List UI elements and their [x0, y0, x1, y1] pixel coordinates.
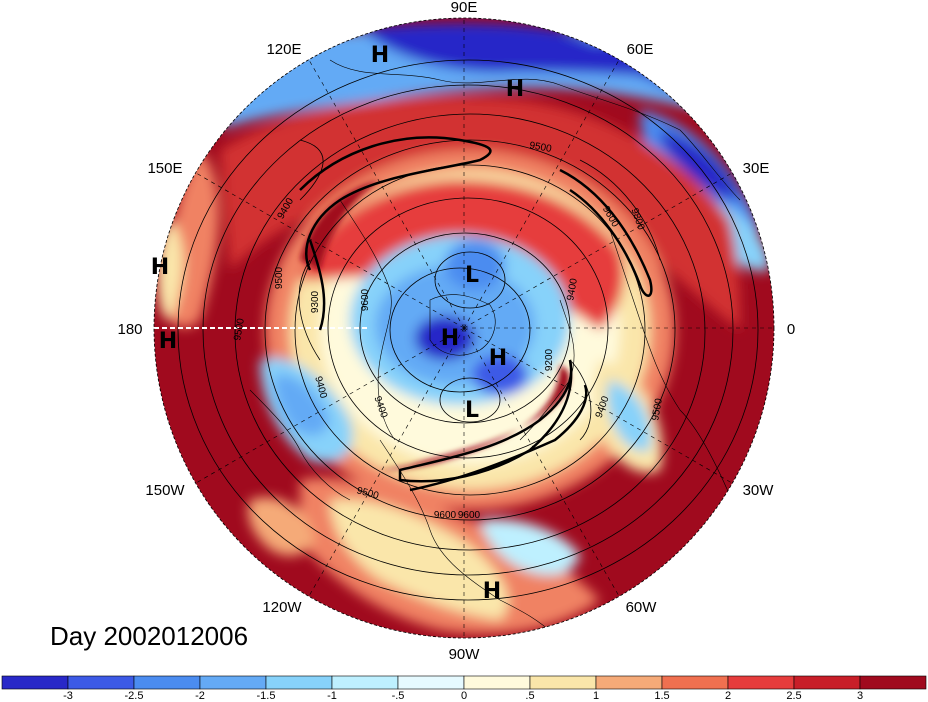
colorbar-tick-label: .5	[525, 690, 534, 702]
map-title: Day 2002012006	[50, 621, 248, 651]
longitude-labels: 90E 60E 30E 0 30W 60W 90W 120W 150W 180 150E 120E	[117, 0, 795, 663]
colorbar-swatch	[661, 675, 729, 690]
contour-label: 9300	[310, 290, 321, 313]
colorbar-tick-label: 2.5	[786, 690, 801, 702]
colorbar-swatch	[67, 675, 135, 690]
longitude-label: 0	[787, 321, 795, 338]
meridians	[195, 18, 774, 638]
contour-label: 9200	[544, 348, 555, 371]
colorbar-tick-label: 2	[725, 690, 731, 702]
colorbar-tick-label: 3	[857, 690, 863, 702]
contour-label: 9500	[650, 397, 665, 421]
pressure-center-label: H	[441, 326, 459, 351]
colorbar-swatch	[595, 675, 663, 690]
contour-label: 9500	[274, 266, 285, 289]
colorbar-tick-label: -1	[327, 690, 337, 702]
colorbar-tick-label: -1.5	[257, 690, 276, 702]
contour-label: 9600	[434, 510, 457, 521]
pressure-center-label: H	[483, 579, 501, 604]
colorbar-swatch	[727, 675, 795, 690]
colorbar-swatch	[463, 675, 531, 690]
colorbar-swatch	[331, 675, 399, 690]
colorbar-tick-label: 1	[593, 690, 599, 702]
longitude-label: 30W	[743, 482, 775, 499]
colorbar-swatch	[265, 675, 333, 690]
longitude-label: 120E	[266, 41, 301, 58]
longitude-label: 90W	[449, 646, 481, 663]
coastlines	[249, 59, 741, 638]
colorbar-tick-label: 0	[461, 690, 467, 702]
contour-label: 9600	[458, 510, 481, 521]
pressure-center-label: H	[151, 255, 169, 280]
longitude-label: 120W	[262, 599, 302, 616]
pressure-center-label: H	[159, 329, 177, 354]
contour-label: 9400	[565, 277, 580, 301]
longitude-label: 60E	[627, 41, 654, 58]
longitude-label: 90E	[451, 0, 478, 16]
colorbar-tick-label: 1.5	[654, 690, 669, 702]
map-border	[153, 17, 775, 639]
pressure-center-label: H	[489, 346, 507, 371]
longitude-label: 60W	[626, 599, 658, 616]
longitude-label: 30E	[743, 160, 770, 177]
pressure-center-label: L	[465, 263, 479, 288]
colorbar-swatch	[133, 675, 201, 690]
pressure-center-label: H	[506, 77, 524, 102]
longitude-label: 150W	[145, 482, 185, 499]
colorbar-tick-label: -3	[63, 690, 73, 702]
pressure-center-label: H	[371, 43, 389, 68]
contour-label: 9500	[232, 317, 247, 341]
colorbar-swatch	[1, 675, 69, 690]
pressure-center-labels: H H H H L H H L H	[151, 43, 524, 604]
contour-label: 9500	[529, 140, 553, 155]
jet-contours	[299, 136, 653, 492]
contour-lines	[177, 59, 759, 601]
colorbar-tick-label: -.5	[392, 690, 405, 702]
colorbar-swatch	[859, 675, 927, 690]
colorbar-swatch	[793, 675, 861, 690]
longitude-label: 180	[117, 321, 142, 338]
colorbar-tick-label: -2.5	[125, 690, 144, 702]
colorbar-swatch	[529, 675, 597, 690]
colorbar-tick-label: -2	[195, 690, 205, 702]
contour-label: 9600	[360, 288, 371, 311]
colorbar-swatch	[199, 675, 267, 690]
longitude-label: 150E	[147, 160, 182, 177]
colorbar: -3 -2.5 -2 -1.5 -1 -.5 0 .5 1 1.5 2 2.5 3	[1, 675, 927, 702]
colorbar-swatch	[397, 675, 465, 690]
pressure-center-label: L	[465, 398, 479, 423]
